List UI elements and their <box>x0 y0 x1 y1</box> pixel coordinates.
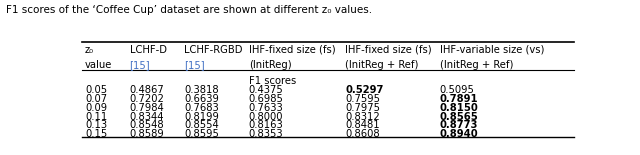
Text: IHF-variable size (vs): IHF-variable size (vs) <box>440 45 544 55</box>
Text: (InitReg + Ref): (InitReg + Ref) <box>346 60 419 70</box>
Text: 0.4375: 0.4375 <box>249 85 284 95</box>
Text: 0.8150: 0.8150 <box>440 103 478 113</box>
Text: 0.05: 0.05 <box>85 85 107 95</box>
Text: 0.8353: 0.8353 <box>249 129 284 139</box>
Text: 0.11: 0.11 <box>85 112 108 122</box>
Text: 0.8595: 0.8595 <box>184 129 219 139</box>
Text: 0.13: 0.13 <box>85 120 107 130</box>
Text: 0.8940: 0.8940 <box>440 129 478 139</box>
Text: 0.8000: 0.8000 <box>249 112 283 122</box>
Text: LCHF-D: LCHF-D <box>129 45 166 55</box>
Text: (InitReg + Ref): (InitReg + Ref) <box>440 60 513 70</box>
Text: value: value <box>85 60 113 70</box>
Text: 0.7202: 0.7202 <box>129 94 164 104</box>
Text: z₀: z₀ <box>85 45 94 55</box>
Text: 0.8773: 0.8773 <box>440 120 478 130</box>
Text: 0.8163: 0.8163 <box>249 120 284 130</box>
Text: 0.8481: 0.8481 <box>346 120 380 130</box>
Text: 0.8589: 0.8589 <box>129 129 164 139</box>
Text: 0.5095: 0.5095 <box>440 85 474 95</box>
Text: IHF-fixed size (fs): IHF-fixed size (fs) <box>249 45 335 55</box>
Text: 0.7975: 0.7975 <box>346 103 380 113</box>
Text: 0.8548: 0.8548 <box>129 120 164 130</box>
Text: 0.15: 0.15 <box>85 129 108 139</box>
Text: 0.8554: 0.8554 <box>184 120 219 130</box>
Text: 0.6639: 0.6639 <box>184 94 219 104</box>
Text: 0.8199: 0.8199 <box>184 112 219 122</box>
Text: F1 scores of the ‘Coffee Cup’ dataset are shown at different z₀ values.: F1 scores of the ‘Coffee Cup’ dataset ar… <box>6 5 372 15</box>
Text: 0.4867: 0.4867 <box>129 85 164 95</box>
Text: 0.8312: 0.8312 <box>346 112 380 122</box>
Text: [15]: [15] <box>129 60 150 70</box>
Text: 0.09: 0.09 <box>85 103 107 113</box>
Text: 0.8608: 0.8608 <box>346 129 380 139</box>
Text: 0.7984: 0.7984 <box>129 103 164 113</box>
Text: 0.07: 0.07 <box>85 94 107 104</box>
Text: F1 scores: F1 scores <box>249 76 296 86</box>
Text: 0.7891: 0.7891 <box>440 94 478 104</box>
Text: 0.7633: 0.7633 <box>249 103 284 113</box>
Text: 0.8344: 0.8344 <box>129 112 164 122</box>
Text: (InitReg): (InitReg) <box>249 60 291 70</box>
Text: 0.6985: 0.6985 <box>249 94 284 104</box>
Text: 0.3818: 0.3818 <box>184 85 219 95</box>
Text: 0.7595: 0.7595 <box>346 94 380 104</box>
Text: [15]: [15] <box>184 60 205 70</box>
Text: 0.7683: 0.7683 <box>184 103 219 113</box>
Text: 0.5297: 0.5297 <box>346 85 384 95</box>
Text: IHF-fixed size (fs): IHF-fixed size (fs) <box>346 45 432 55</box>
Text: 0.8565: 0.8565 <box>440 112 478 122</box>
Text: LCHF-RGBD: LCHF-RGBD <box>184 45 243 55</box>
